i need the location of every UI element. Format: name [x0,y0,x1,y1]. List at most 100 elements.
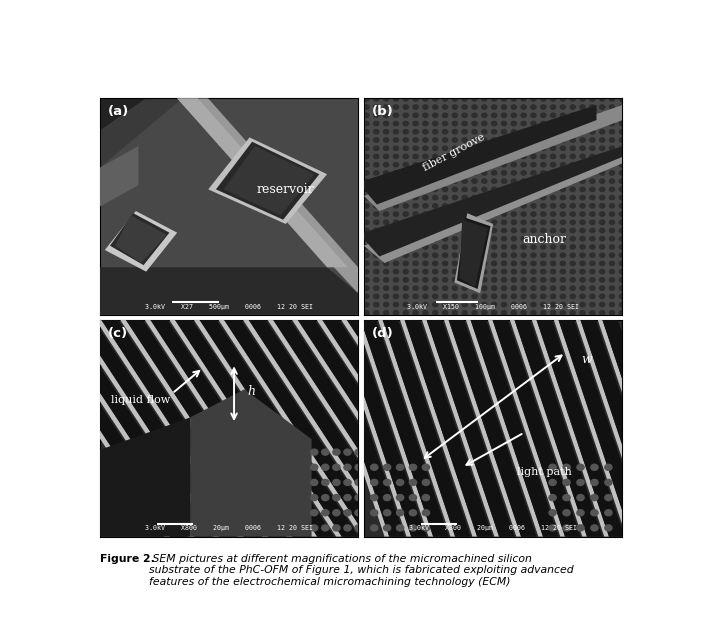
Circle shape [383,286,388,290]
Polygon shape [356,320,433,537]
Circle shape [580,146,585,150]
Circle shape [511,179,516,184]
Circle shape [560,311,565,315]
Circle shape [531,163,536,167]
Circle shape [541,171,546,175]
Circle shape [403,245,409,249]
Circle shape [355,464,362,471]
Circle shape [482,311,487,315]
Circle shape [462,294,467,298]
Circle shape [472,237,477,241]
Polygon shape [580,320,669,537]
Circle shape [374,130,379,134]
Circle shape [374,269,379,274]
Circle shape [383,277,388,282]
Circle shape [403,261,409,265]
Circle shape [383,261,388,265]
Circle shape [590,269,595,274]
Circle shape [531,220,536,224]
Circle shape [619,146,625,150]
Circle shape [531,237,536,241]
Circle shape [560,204,565,208]
Circle shape [413,146,418,150]
Circle shape [413,237,418,241]
Circle shape [577,479,584,486]
Circle shape [482,253,487,257]
Circle shape [580,163,585,167]
Circle shape [383,121,388,126]
Circle shape [403,138,409,142]
Circle shape [541,146,546,150]
Circle shape [370,464,378,471]
Circle shape [619,269,625,274]
Circle shape [521,121,526,126]
Circle shape [580,154,585,159]
Circle shape [619,138,625,142]
Circle shape [364,130,369,134]
Circle shape [570,121,575,126]
Circle shape [501,196,507,200]
Circle shape [423,163,428,167]
Circle shape [383,113,388,117]
Circle shape [501,121,507,126]
Circle shape [482,229,487,232]
Circle shape [580,130,585,134]
Circle shape [423,196,428,200]
Circle shape [322,479,329,486]
Circle shape [590,237,595,241]
Circle shape [443,212,448,217]
Polygon shape [52,320,212,537]
Circle shape [590,302,595,307]
Circle shape [492,204,497,208]
Circle shape [393,187,399,192]
Circle shape [472,253,477,257]
Circle shape [443,311,448,315]
Circle shape [599,269,605,274]
Circle shape [580,171,585,175]
Circle shape [472,187,477,192]
Circle shape [619,220,625,224]
Circle shape [374,179,379,184]
Circle shape [531,269,536,274]
Circle shape [423,146,428,150]
Circle shape [521,220,526,224]
Circle shape [570,130,575,134]
Circle shape [393,277,399,282]
Circle shape [310,464,318,471]
Circle shape [393,97,399,101]
Circle shape [423,311,428,315]
Circle shape [541,121,546,126]
Circle shape [605,495,612,500]
Circle shape [605,510,612,516]
Circle shape [501,130,507,134]
Circle shape [472,130,477,134]
Circle shape [403,97,409,101]
Circle shape [393,204,399,208]
Circle shape [619,286,625,290]
Circle shape [423,105,428,109]
Polygon shape [96,320,243,537]
Polygon shape [47,320,194,537]
Circle shape [423,302,428,307]
Circle shape [550,130,556,134]
Circle shape [452,146,458,150]
Circle shape [599,171,605,175]
Circle shape [609,187,614,192]
Circle shape [482,187,487,192]
Circle shape [423,220,428,224]
Circle shape [550,187,556,192]
Circle shape [472,97,477,101]
Circle shape [492,196,497,200]
Circle shape [599,154,605,159]
Circle shape [599,245,605,249]
Circle shape [344,479,351,486]
Circle shape [609,269,614,274]
Circle shape [462,311,467,315]
Circle shape [432,138,438,142]
Circle shape [580,229,585,232]
Circle shape [413,130,418,134]
Circle shape [619,154,625,159]
Circle shape [374,286,379,290]
Circle shape [541,154,546,159]
Circle shape [443,163,448,167]
